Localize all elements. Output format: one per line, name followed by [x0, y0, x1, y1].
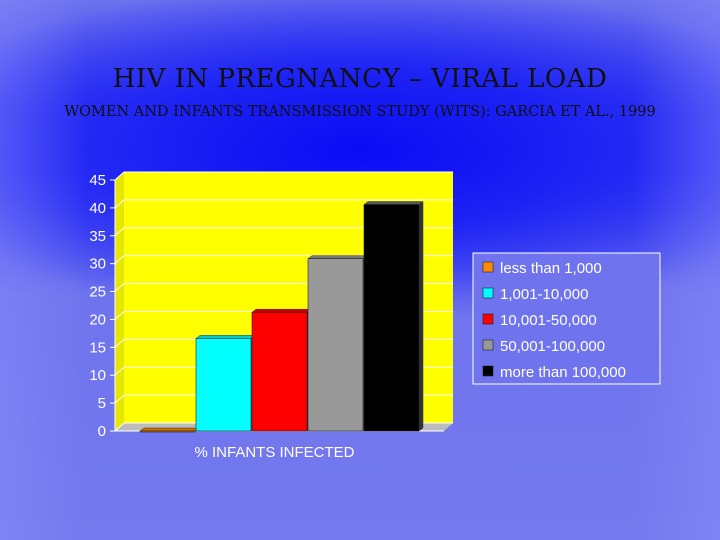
gridline-diag — [114, 394, 125, 404]
gridline-diag — [114, 199, 125, 209]
legend-entry: 10,001-50,000 — [500, 312, 597, 329]
bar-front — [195, 338, 252, 432]
bar-top — [251, 308, 312, 313]
y-tick-label: 35 — [89, 228, 106, 245]
y-tick-label: 0 — [98, 423, 106, 440]
bar-4 — [307, 255, 368, 432]
x-category-label: % INFANTS INFECTED — [194, 444, 354, 461]
bar-front — [139, 430, 196, 433]
y-tick-label: 25 — [89, 284, 106, 301]
y-tick-label: 40 — [89, 200, 106, 217]
y-tick-label: 5 — [98, 395, 106, 412]
gridline-diag — [114, 422, 125, 432]
legend-swatch — [482, 261, 494, 273]
legend-box — [472, 252, 661, 385]
gridline-diag — [114, 171, 125, 181]
legend-entry: more than 100,000 — [500, 364, 626, 381]
y-tick-label: 30 — [89, 256, 106, 273]
bar-top — [307, 255, 368, 259]
bar-side — [418, 201, 424, 432]
slide-subtitle: WOMEN AND INFANTS TRANSMISSION STUDY (WI… — [64, 104, 656, 120]
gridline-diag — [114, 283, 125, 292]
legend-swatch — [482, 287, 494, 299]
bar-front — [251, 311, 308, 432]
gridline-diag — [114, 311, 125, 320]
legend-swatch — [482, 365, 494, 377]
bar-front — [363, 204, 420, 432]
y-tick-label: 15 — [89, 339, 106, 356]
bar-top — [139, 427, 200, 432]
bar-5 — [363, 201, 424, 432]
gridline-diag — [114, 255, 125, 265]
plot-area: 0 5 10 15 20 25 30 35 40 45 % INFANTS INFECTED — [89, 171, 453, 461]
bar-1 — [139, 427, 200, 433]
legend-entry: 1,001-10,000 — [500, 286, 588, 303]
plot-side-wall — [115, 172, 124, 431]
bar-2 — [195, 334, 256, 432]
bar-top — [195, 335, 256, 339]
y-tick-label: 20 — [89, 311, 106, 328]
legend-swatch — [482, 339, 494, 351]
gridline-diag — [114, 338, 125, 348]
bar-top — [363, 201, 424, 205]
legend: less than 1,000 1,001-10,000 10,001-50,000… — [472, 252, 661, 385]
y-tick-label: 10 — [89, 367, 106, 384]
gridline-diag — [114, 366, 125, 376]
legend-swatch — [482, 313, 494, 325]
y-tick-label: 45 — [89, 172, 106, 189]
gridline-diag — [114, 227, 125, 237]
slide-title: HIV IN PREGNANCY – VIRAL LOAD — [112, 64, 608, 94]
bar-3 — [251, 308, 312, 432]
legend-entry: less than 1,000 — [500, 260, 602, 277]
bar-front — [307, 258, 364, 432]
legend-entry: 50,001-100,000 — [500, 338, 605, 355]
